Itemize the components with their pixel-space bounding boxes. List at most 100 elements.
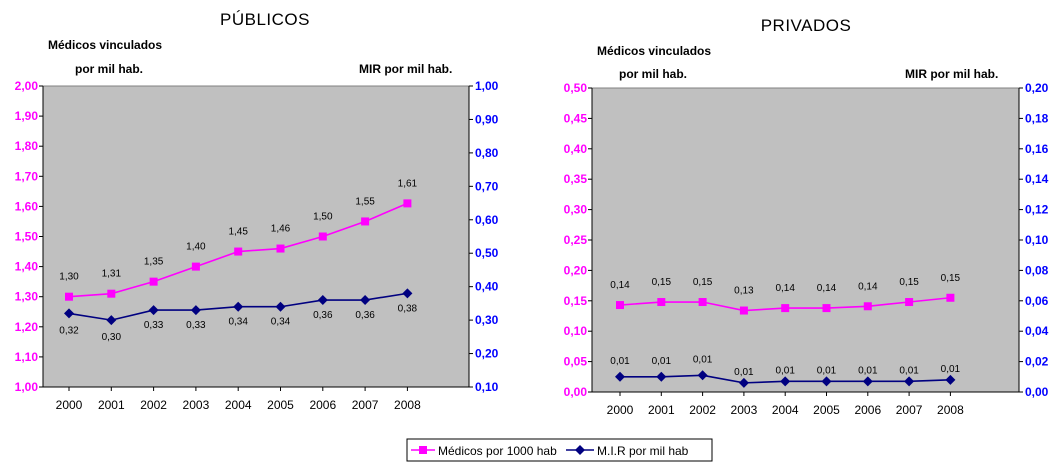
data-label: 0,01 [775, 365, 795, 376]
data-label: 0,15 [899, 277, 919, 288]
data-point-square [739, 306, 748, 315]
data-point-square [781, 304, 790, 313]
data-label: 1,30 [59, 272, 79, 283]
data-label: 0,14 [610, 280, 630, 291]
data-point-square [657, 298, 666, 307]
right-tick-label: 0,06 [1025, 294, 1049, 308]
data-label: 0,32 [59, 325, 79, 336]
x-tick-label: 2001 [98, 398, 125, 412]
data-label: 0,34 [228, 317, 248, 328]
left-tick-label: 1,30 [15, 290, 39, 304]
left-tick-label: 0,20 [564, 263, 588, 277]
x-tick-label: 2001 [648, 403, 675, 417]
data-point-diamond [780, 376, 791, 387]
right-axis-label-privados: MIR por mil hab. [905, 67, 998, 81]
right-tick-label: 0,40 [475, 280, 499, 294]
right-tick-label: 0,90 [475, 112, 499, 126]
data-point-diamond [904, 376, 915, 387]
data-point-square [616, 301, 624, 310]
chart-privados: PRIVADOS Médicos vinculados por mil hab.… [564, 16, 1049, 417]
data-point-diamond [275, 301, 286, 312]
left-tick-label: 0,45 [564, 111, 588, 125]
legend-label-mir: M.I.R por mil hab [597, 444, 689, 458]
left-axis-label-line2-publicos: por mil hab. [75, 62, 143, 76]
plot-background [42, 85, 470, 388]
data-label: 0,01 [610, 356, 630, 367]
data-label: 0,01 [941, 364, 961, 375]
data-point-square [234, 247, 243, 256]
left-axis-label-line1-publicos: Médicos vinculados [48, 38, 162, 52]
data-label: 0,36 [355, 310, 375, 321]
left-tick-label: 0,35 [564, 172, 588, 186]
data-label: 1,35 [144, 257, 164, 268]
right-tick-label: 0,14 [1025, 172, 1049, 186]
data-point-square [698, 298, 707, 307]
x-tick-label: 2002 [140, 398, 167, 412]
right-tick-label: 0,08 [1025, 263, 1049, 277]
data-label: 1,50 [313, 212, 333, 223]
data-point-square [905, 298, 914, 307]
data-label: 0,13 [734, 286, 754, 297]
data-point-diamond [821, 376, 832, 387]
left-tick-label: 0,15 [564, 294, 588, 308]
right-tick-label: 0,04 [1025, 324, 1049, 338]
x-tick-label: 2004 [772, 403, 799, 417]
legend-label-medicos: Médicos por 1000 hab [438, 444, 557, 458]
right-tick-label: 0,20 [475, 347, 499, 361]
left-tick-label: 0,05 [564, 355, 588, 369]
x-tick-label: 2007 [352, 398, 379, 412]
data-point-square [863, 302, 872, 311]
data-point-diamond [64, 308, 74, 319]
data-label: 0,01 [734, 367, 754, 378]
plot-area-publicos: 1,00 1,10 1,20 1,30 1,40 1,50 1,60 1,70 1,80 1,90… [15, 79, 499, 412]
data-point-square [822, 304, 831, 313]
left-tick-label: 1,00 [15, 380, 39, 394]
left-tick-label: 1,20 [15, 320, 39, 334]
left-axis-label-line2-privados: por mil hab. [619, 67, 687, 81]
plot-area-privados: 0,00 0,05 0,10 0,15 0,20 0,25 0,30 0,35 0,40 0,45… [564, 81, 1049, 417]
data-point-square [403, 199, 412, 208]
right-tick-label: 0,18 [1025, 111, 1049, 125]
right-tick-label: 0,80 [475, 146, 499, 160]
right-tick-label: 0,02 [1025, 355, 1049, 369]
left-tick-label: 1,40 [15, 260, 39, 274]
data-label: 1,40 [186, 242, 206, 253]
data-label: 0,15 [693, 277, 713, 288]
data-label: 0,01 [899, 365, 919, 376]
data-point-diamond [862, 376, 873, 387]
right-tick-label: 0,12 [1025, 203, 1049, 217]
data-label: 0,15 [941, 273, 961, 284]
data-point-square [361, 217, 370, 226]
left-tick-label: 1,80 [15, 139, 39, 153]
x-tick-label: 2003 [731, 403, 758, 417]
right-tick-label: 0,30 [475, 313, 499, 327]
right-tick-label: 0,10 [475, 380, 499, 394]
x-tick-label: 2007 [896, 403, 923, 417]
left-tick-label: 0,30 [564, 203, 588, 217]
x-tick-label: 2003 [183, 398, 210, 412]
x-tick-label: 2005 [267, 398, 294, 412]
data-point-square [276, 244, 285, 253]
data-label: 0,38 [398, 303, 418, 314]
left-tick-label: 2,00 [15, 79, 39, 93]
chart-title-publicos: PÚBLICOS [220, 10, 310, 29]
left-tick-label: 0,40 [564, 142, 588, 156]
data-label: 1,31 [102, 269, 122, 280]
data-point-square [107, 289, 116, 298]
plot-background [591, 87, 1020, 393]
x-tick-label: 2006 [309, 398, 336, 412]
chart-publicos: PÚBLICOS Médicos vinculados por mil hab.… [15, 10, 499, 412]
data-label: 0,33 [144, 320, 164, 331]
right-tick-label: 0,70 [475, 179, 499, 193]
data-label: 0,14 [775, 283, 795, 294]
x-tick-label: 2002 [689, 403, 716, 417]
data-point-square [191, 262, 200, 271]
data-point-diamond [233, 301, 244, 312]
x-tick-label: 2008 [937, 403, 964, 417]
left-tick-label: 0,10 [564, 324, 588, 338]
data-point-square [65, 292, 73, 301]
data-label: 0,33 [186, 320, 206, 331]
left-tick-label: 0,00 [564, 385, 588, 399]
left-tick-label: 0,50 [564, 81, 588, 95]
data-label: 0,01 [693, 354, 713, 365]
